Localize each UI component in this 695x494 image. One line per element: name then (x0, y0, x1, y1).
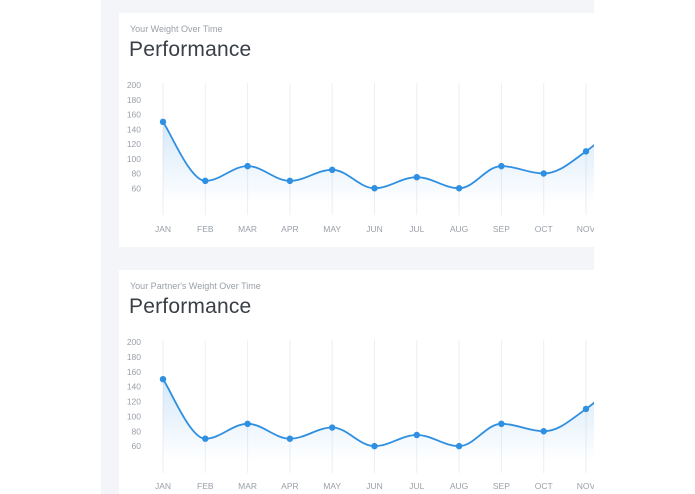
chart-subtitle: Your Partner's Weight Over Time (130, 281, 261, 291)
data-point (582, 148, 590, 155)
data-point (244, 162, 251, 170)
y-tick-label: 120 (127, 139, 141, 149)
y-tick-label: 180 (127, 95, 141, 105)
x-tick-label: AUG (450, 224, 468, 234)
y-tick-label: 80 (132, 426, 142, 436)
y-tick-label: 160 (127, 110, 141, 120)
data-point (159, 375, 167, 383)
weight-chart-card: Your Weight Over Time Performance 60 80 10… (119, 13, 594, 247)
data-point (329, 166, 336, 174)
y-tick-label: 200 (127, 80, 141, 90)
x-tick-label: FEB (197, 481, 214, 491)
y-tick-label: 100 (127, 411, 141, 421)
x-tick-label: SEP (493, 481, 510, 491)
data-point (413, 173, 420, 181)
data-point (371, 185, 378, 192)
data-point (498, 420, 505, 428)
x-tick-label: FEB (197, 224, 214, 234)
data-point (455, 442, 463, 450)
x-tick-label: JAN (155, 224, 171, 234)
x-tick-label: JUN (366, 224, 383, 234)
data-point (244, 420, 251, 428)
series-area (163, 379, 594, 461)
chart-title: Performance (129, 295, 252, 318)
x-tick-label: JUL (409, 481, 424, 491)
x-tick-label: MAY (323, 481, 341, 491)
y-tick-label: 160 (127, 367, 141, 377)
data-point (286, 435, 294, 442)
x-tick-label: APR (281, 224, 298, 234)
y-tick-label: 60 (132, 441, 142, 451)
y-tick-label: 120 (127, 397, 141, 407)
y-tick-label: 180 (127, 352, 141, 362)
data-point (159, 118, 167, 126)
y-tick-label: 140 (127, 124, 141, 134)
data-point (540, 428, 547, 435)
y-tick-label: 60 (132, 183, 142, 193)
x-tick-label: MAR (238, 224, 257, 234)
data-point (371, 442, 378, 450)
chart-title: Performance (129, 38, 252, 61)
x-tick-label: OCT (535, 224, 553, 234)
data-point (202, 177, 209, 185)
x-tick-label: MAY (323, 224, 341, 234)
data-point (413, 431, 420, 439)
data-point (498, 162, 505, 170)
chart-subtitle: Your Weight Over Time (130, 24, 223, 34)
data-point (286, 177, 294, 185)
x-tick-label: OCT (535, 481, 553, 491)
partner-weight-line-chart: 60 80 100 120 140 160 180 200 JAN FEB MAR APR MAY JUN… (127, 337, 594, 491)
data-point (202, 435, 209, 442)
weight-line-chart: 60 80 100 120 140 160 180 200 JAN FEB MAR APR MAY JUN… (127, 80, 594, 234)
x-tick-label: SEP (493, 224, 510, 234)
x-tick-label: JUL (409, 224, 424, 234)
data-point (540, 170, 547, 177)
x-tick-label: APR (281, 481, 298, 491)
data-point (455, 185, 463, 192)
series-area (163, 121, 594, 203)
y-tick-label: 100 (127, 154, 141, 164)
x-tick-label: JUN (366, 481, 383, 491)
y-tick-label: 200 (127, 337, 141, 347)
x-tick-label: MAR (238, 481, 257, 491)
x-tick-label: NOV (577, 481, 594, 491)
x-tick-label: JAN (155, 481, 171, 491)
data-point (582, 405, 590, 413)
data-point (329, 424, 336, 431)
y-tick-label: 140 (127, 382, 141, 392)
x-tick-label: NOV (577, 224, 594, 234)
partner-weight-chart-card: Your Partner's Weight Over Time Performa… (119, 270, 594, 494)
x-tick-label: AUG (450, 481, 468, 491)
y-tick-label: 80 (132, 169, 142, 179)
